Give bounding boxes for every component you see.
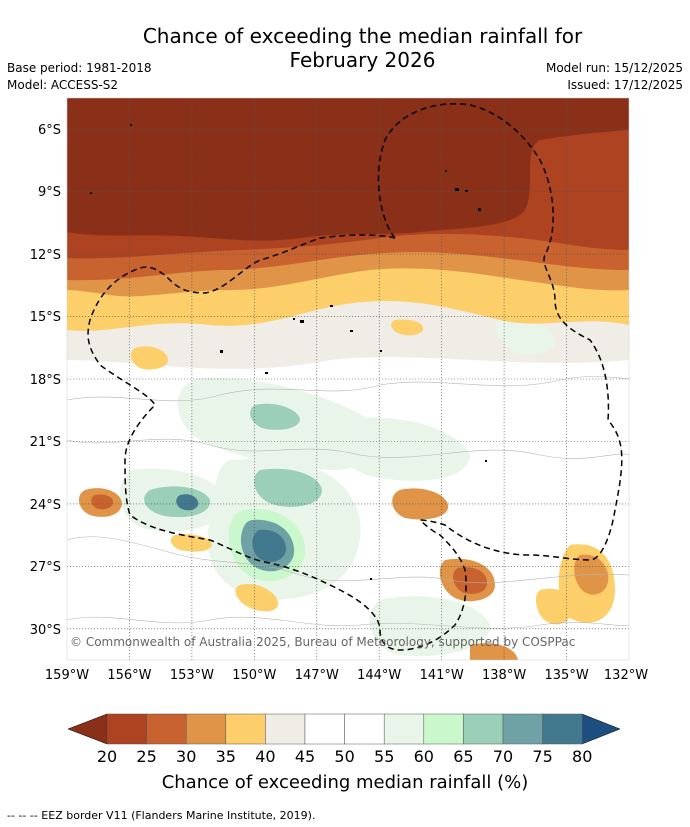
- colorbar-segment-55-60: [383, 713, 425, 745]
- map-plot-area: © Commonwealth of Australia 2025, Bureau…: [67, 98, 629, 660]
- model-run-date: Model run: 15/12/2025: [545, 61, 683, 75]
- colorbar-segment-50-55: [344, 713, 385, 745]
- colorbar-segment-30-35: [185, 713, 227, 745]
- colorbar-tick: 75: [532, 747, 552, 766]
- lon-label: 153°W: [170, 668, 214, 683]
- contour-55-60-south: [369, 596, 490, 657]
- copyright-text: © Commonwealth of Australia 2025, Bureau…: [70, 635, 575, 649]
- colorbar-tick: 60: [414, 747, 434, 766]
- lon-label: 144°W: [357, 668, 401, 683]
- lat-label: 12°S: [30, 248, 61, 263]
- dry-patch-south-center: [235, 584, 279, 612]
- lat-label: 21°S: [30, 435, 61, 450]
- colorbar-tick: 80: [572, 747, 592, 766]
- contour-55-60-northeast: [495, 319, 556, 355]
- colorbar-high-extend: [581, 713, 621, 745]
- dry-patch-center-east: [392, 488, 449, 520]
- lat-label: 15°S: [30, 310, 61, 325]
- colorbar: 20 25 30 35 40 45 50 55 60 65 70 75 80 C…: [67, 713, 621, 793]
- lat-label: 9°S: [38, 185, 61, 200]
- colorbar-tick: 55: [374, 747, 394, 766]
- contour-55-60-east: [332, 417, 470, 481]
- colorbar-segment-20-25: [106, 713, 147, 745]
- issued-date: Issued: 17/12/2025: [567, 78, 683, 92]
- lon-label: 159°W: [45, 668, 89, 683]
- dry-patch-north-small: [130, 346, 168, 370]
- lat-label: 24°S: [30, 498, 61, 513]
- colorbar-tick: 25: [136, 747, 156, 766]
- dry-patch-east-lower: [535, 588, 573, 625]
- lon-label: 141°W: [420, 668, 464, 683]
- colorbar-segment-60-65: [423, 713, 464, 745]
- colorbar-tick: 45: [295, 747, 315, 766]
- lat-label: 27°S: [30, 560, 61, 575]
- dry-patch-west-core: [91, 494, 114, 510]
- map-title-line2: February 2026: [289, 48, 436, 72]
- colorbar-low-extend: [67, 713, 108, 745]
- lat-label: 30°S: [30, 623, 61, 638]
- colorbar-segment-75-80: [542, 713, 583, 745]
- colorbar-segment-40-45: [265, 713, 306, 745]
- colorbar-segment-65-70: [463, 713, 504, 745]
- contour-65-70-central: [254, 468, 322, 507]
- graticule: [67, 98, 629, 660]
- contour-lines: [67, 376, 629, 629]
- colorbar-tick: 70: [493, 747, 513, 766]
- colorbar-label: Chance of exceeding median rainfall (%): [162, 772, 529, 793]
- base-period: Base period: 1981-2018: [7, 61, 152, 75]
- map-title-line1: Chance of exceeding the median rainfall …: [142, 24, 583, 48]
- colorbar-tick: 40: [255, 747, 275, 766]
- eez-border: [87, 103, 623, 651]
- dry-patch-south: [470, 643, 518, 660]
- colorbar-tick: 35: [216, 747, 236, 766]
- colorbar-tick: 65: [453, 747, 473, 766]
- contour-75-80-southwest: [176, 494, 199, 511]
- lon-label: 135°W: [545, 668, 589, 683]
- colorbar-tick: 50: [334, 747, 354, 766]
- colorbar-segment-45-50: [304, 713, 345, 745]
- colorbar-segment-25-30: [146, 713, 187, 745]
- lon-label: 147°W: [295, 668, 339, 683]
- lon-label: 138°W: [482, 668, 526, 683]
- dry-patch-central-small: [391, 319, 424, 336]
- dry-patch-southeast-core: [453, 567, 488, 594]
- lon-label: 156°W: [107, 668, 151, 683]
- colorbar-tick: 20: [97, 747, 117, 766]
- map-frame: [66, 97, 630, 661]
- eez-legend-note: -- -- -- EEZ border V11 (Flanders Marine…: [7, 809, 316, 822]
- colorbar-segment-70-75: [502, 713, 543, 745]
- longitude-tick-labels: 159°W 156°W 153°W 150°W 147°W 144°W 141°…: [45, 668, 648, 683]
- islands: [90, 124, 487, 580]
- colorbar-segment-35-40: [225, 713, 266, 745]
- contour-below-20-north: [67, 98, 629, 241]
- lat-label: 6°S: [38, 123, 61, 138]
- model-name: Model: ACCESS-S2: [7, 78, 119, 92]
- colorbar-tick: 30: [176, 747, 196, 766]
- contour-65-70-north: [250, 403, 300, 430]
- lon-label: 132°W: [604, 668, 648, 683]
- lon-label: 150°W: [232, 668, 276, 683]
- colorbar-tick-labels: 20 25 30 35 40 45 50 55 60 65 70 75 80: [97, 747, 593, 766]
- lat-label: 18°S: [30, 373, 61, 388]
- contour-75-80-central: [252, 529, 287, 562]
- latitude-tick-labels: 6°S 9°S 12°S 15°S 18°S 21°S 24°S 27°S 30…: [30, 123, 61, 638]
